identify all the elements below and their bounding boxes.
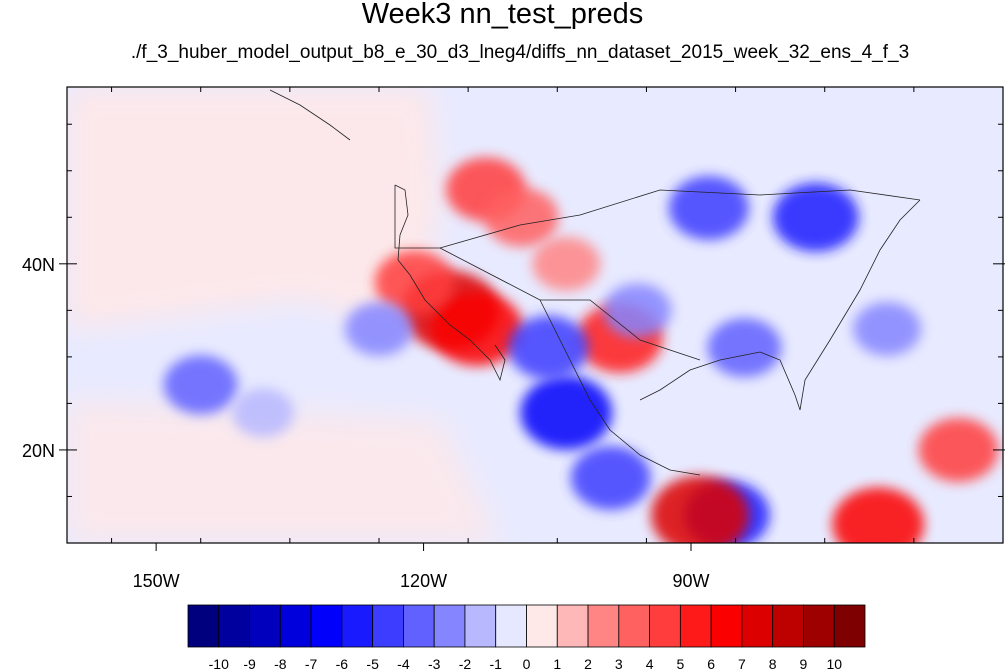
- colorbar-box-10: [495, 604, 527, 648]
- field-blob-14: [707, 318, 782, 378]
- field-blob-4: [484, 187, 559, 247]
- lon-tick-label: 90W: [672, 571, 709, 591]
- colorbar-box-13: [587, 604, 620, 648]
- map-frame: [66, 86, 1004, 544]
- colorbar-box-18: [741, 604, 774, 648]
- colorbar-box-16: [679, 604, 712, 648]
- field-blob-11: [650, 475, 749, 543]
- colorbar-box-2: [249, 604, 281, 648]
- colorbar-label: -6: [336, 656, 349, 672]
- map-title: Week3 nn_test_preds: [361, 0, 644, 30]
- colorbar-label: -3: [428, 656, 441, 672]
- colorbar-box-8: [433, 604, 466, 648]
- colorbar: -10 -9 -8 -7 -6 -5 -4 -3 -2 -1 0 1 2 3 4 5 6 7 8 9 10: [187, 604, 866, 672]
- colorbar-box-19: [772, 604, 804, 648]
- colorbar-label: 3: [615, 656, 623, 672]
- colorbar-label: -4: [397, 656, 410, 672]
- field-blob-12: [668, 175, 749, 240]
- field-blob-15: [603, 283, 672, 338]
- southern-positive-zone: [67, 400, 500, 543]
- lat-tick-label: 20N: [22, 441, 55, 461]
- colorbar-box-15: [649, 604, 681, 648]
- field-blob-9: [570, 445, 651, 510]
- colorbar-label: -1: [490, 656, 503, 672]
- colorbar-box-9: [464, 604, 497, 648]
- map-ticks: 150W 120W 90W 40N 20N: [22, 87, 1005, 591]
- colorbar-label: -10: [209, 656, 229, 672]
- colorbar-box-12: [556, 604, 589, 648]
- colorbar-label: 7: [738, 656, 746, 672]
- field-blob-1: [431, 291, 524, 366]
- alaska-coastline: [269, 89, 351, 141]
- lon-tick-label: 150W: [133, 571, 180, 591]
- colorbar-box-6: [372, 604, 404, 648]
- colorbar-label: 10: [826, 656, 842, 672]
- colorbar-box-20: [803, 604, 835, 648]
- colorbar-label: 2: [584, 656, 592, 672]
- colorbar-label: 1: [553, 656, 561, 672]
- colorbar-box-0: [187, 604, 220, 648]
- colorbar-box-14: [618, 604, 650, 648]
- lon-tick-label: 120W: [400, 571, 447, 591]
- atlantic-coastline: [799, 199, 921, 411]
- gulf-coastline: [639, 351, 801, 411]
- colorbar-box-17: [710, 604, 743, 648]
- mexico-coastline: [539, 299, 701, 476]
- field-blob-13: [772, 182, 859, 252]
- border-lines: [394, 185, 921, 249]
- field-layer: [67, 87, 999, 543]
- field-blob-18: [918, 417, 999, 482]
- state-lines: [439, 247, 701, 361]
- colorbar-box-1: [218, 604, 250, 648]
- colorbar-label: 6: [707, 656, 715, 672]
- field-blob-7: [520, 375, 613, 450]
- field-blob-6: [532, 236, 601, 291]
- field-blob-19: [832, 487, 925, 543]
- colorbar-label: -8: [274, 656, 287, 672]
- colorbar-box-11: [526, 604, 558, 648]
- colorbar-label: 5: [676, 656, 684, 672]
- colorbar-label: -9: [243, 656, 256, 672]
- colorbar-box-7: [403, 604, 435, 648]
- colorbar-label: 8: [769, 656, 777, 672]
- colorbar-box-3: [279, 604, 312, 648]
- field-blob-8: [508, 315, 589, 380]
- field-blob-16: [163, 355, 238, 415]
- colorbar-label: 0: [523, 656, 531, 672]
- colorbar-box-4: [310, 604, 343, 648]
- lat-tick-label: 40N: [22, 255, 55, 275]
- field-features: [163, 157, 999, 543]
- map-subtitle: ./f_3_huber_model_output_b8_e_30_d3_lneg…: [130, 42, 910, 63]
- pacific-coastline: [394, 184, 506, 382]
- field-blob-21: [853, 301, 922, 356]
- colorbar-label: 4: [646, 656, 654, 672]
- colorbar-label: -2: [459, 656, 472, 672]
- pacific-positive-zone: [67, 87, 440, 330]
- coastlines: [269, 89, 921, 476]
- colorbar-label: -7: [305, 656, 318, 672]
- colorbar-box-5: [341, 604, 374, 648]
- colorbar-label: -5: [366, 656, 379, 672]
- field-blob-20: [345, 301, 413, 356]
- colorbar-label: 9: [800, 656, 808, 672]
- field-blob-17: [232, 388, 295, 438]
- colorbar-box-21: [833, 604, 866, 648]
